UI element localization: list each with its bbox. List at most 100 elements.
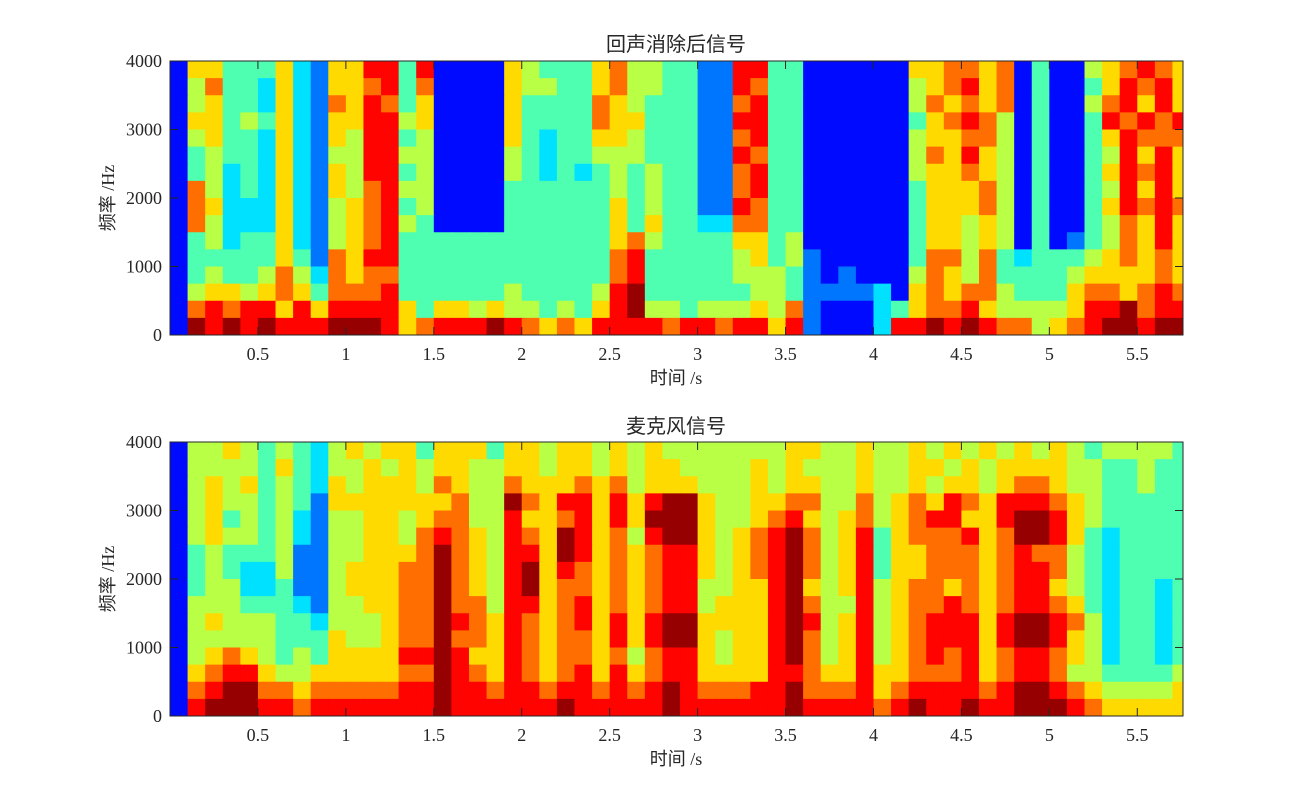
heatmap-cell: [1137, 317, 1156, 335]
heatmap-cell: [803, 596, 822, 614]
heatmap-cell: [592, 198, 611, 216]
heatmap-cell: [328, 561, 347, 580]
heatmap-cell: [767, 613, 787, 631]
heatmap-cell: [556, 180, 576, 199]
heatmap-cell: [328, 493, 347, 512]
heatmap-cell: [715, 510, 734, 529]
heatmap-cell: [767, 198, 787, 216]
heatmap-cell: [1172, 95, 1183, 113]
heatmap-cell: [275, 249, 294, 268]
heatmap-cell: [592, 681, 611, 700]
heatmap-cell: [451, 163, 470, 182]
heatmap-cell: [644, 95, 664, 113]
heatmap-cell: [1049, 283, 1068, 302]
heatmap-cell: [680, 493, 699, 512]
heatmap-cell: [468, 476, 488, 494]
heatmap-cell: [644, 510, 664, 529]
heatmap-cell: [978, 510, 998, 529]
heatmap-cell: [486, 95, 505, 113]
heatmap-cell: [1172, 129, 1183, 148]
heatmap-cell: [1102, 527, 1121, 546]
heatmap-cell: [240, 163, 259, 182]
heatmap-cell: [750, 664, 769, 683]
heatmap-cell: [293, 442, 312, 460]
heatmap-cell: [961, 561, 980, 580]
heatmap-cell: [609, 630, 628, 649]
heatmap-cell: [908, 630, 927, 649]
x-tick-label: 3: [693, 344, 702, 364]
heatmap-cell: [1066, 647, 1086, 666]
heatmap-cell: [996, 61, 1015, 79]
heatmap-cell: [1119, 476, 1138, 494]
heatmap-cell: [433, 664, 452, 683]
heatmap-cell: [943, 215, 963, 233]
heatmap-cell: [838, 647, 857, 666]
heatmap-cell: [574, 442, 593, 460]
heatmap-cell: [240, 78, 259, 96]
heatmap-cell: [345, 544, 365, 563]
heatmap-cell: [996, 249, 1015, 268]
heatmap-cell: [451, 561, 470, 580]
heatmap-cell: [539, 95, 558, 113]
heatmap-cell: [627, 664, 646, 683]
heatmap-cell: [310, 493, 329, 512]
heatmap-cell: [609, 613, 628, 631]
heatmap-cell: [978, 146, 998, 165]
heatmap-cell: [1049, 249, 1068, 268]
heatmap-cell: [715, 561, 734, 580]
heatmap-cell: [504, 579, 523, 597]
heatmap-cell: [926, 647, 945, 666]
heatmap-cell: [1102, 317, 1121, 335]
heatmap-cell: [574, 664, 593, 683]
heatmap-cell: [838, 215, 857, 233]
heatmap-cell: [767, 283, 787, 302]
heatmap-cell: [961, 613, 980, 631]
heatmap-cell: [715, 579, 734, 597]
heatmap-cell: [222, 579, 241, 597]
heatmap-cell: [416, 95, 435, 113]
heatmap-cell: [275, 613, 294, 631]
heatmap-cell: [222, 283, 241, 302]
heatmap-cell: [468, 249, 488, 268]
heatmap-cell: [398, 476, 417, 494]
x-tick-label: 2.5: [598, 725, 621, 745]
heatmap-cell: [855, 129, 875, 148]
heatmap-cell: [1084, 527, 1103, 546]
heatmap-cell: [433, 215, 452, 233]
heatmap-cell: [996, 78, 1015, 96]
heatmap-cell: [1066, 146, 1086, 165]
heatmap-cell: [275, 698, 294, 716]
heatmap-cell: [187, 596, 206, 614]
heatmap-cell: [433, 61, 452, 79]
heatmap-cell: [627, 249, 646, 268]
heatmap-cell: [504, 664, 523, 683]
heatmap-cell: [416, 78, 435, 96]
heatmap-cell: [715, 698, 734, 716]
heatmap-cell: [662, 544, 681, 563]
heatmap-cell: [486, 493, 505, 512]
heatmap-cell: [750, 510, 769, 529]
heatmap-cell: [170, 630, 189, 649]
heatmap-cell: [363, 283, 382, 302]
heatmap-cell: [240, 459, 259, 477]
heatmap-cell: [855, 180, 875, 199]
heatmap-cell: [627, 561, 646, 580]
heatmap-cell: [732, 459, 751, 477]
heatmap-cell: [838, 681, 857, 700]
heatmap-cell: [556, 664, 576, 683]
heatmap-cell: [926, 613, 945, 631]
heatmap-cell: [891, 112, 910, 131]
heatmap-cell: [715, 681, 734, 700]
heatmap-cell: [521, 266, 540, 285]
heatmap-cell: [750, 146, 769, 165]
heatmap-cell: [398, 180, 417, 199]
heatmap-cell: [1066, 459, 1086, 477]
heatmap-cell: [943, 630, 963, 649]
heatmap-cell: [767, 78, 787, 96]
heatmap-cell: [451, 459, 470, 477]
heatmap-cell: [838, 95, 857, 113]
heatmap-cell: [1066, 129, 1086, 148]
heatmap-cell: [680, 300, 699, 319]
heatmap-cell: [785, 283, 804, 302]
heatmap-cell: [943, 544, 963, 563]
